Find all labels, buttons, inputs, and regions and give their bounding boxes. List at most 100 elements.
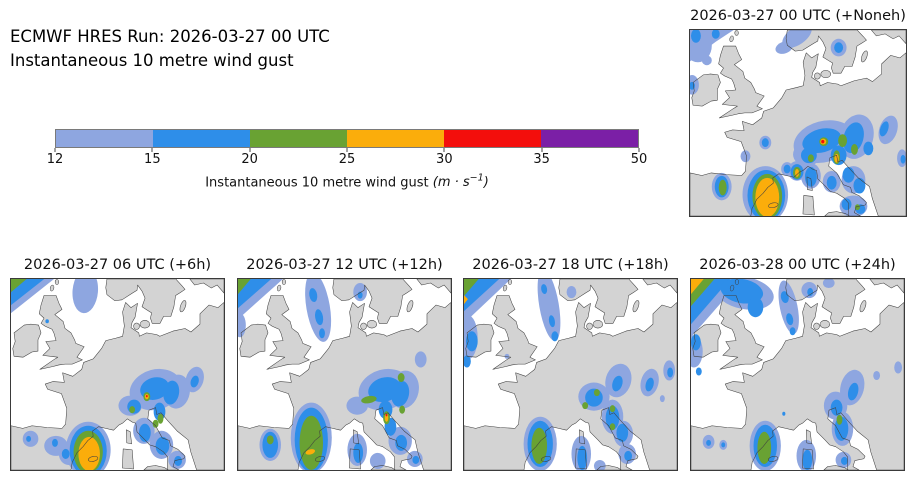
coastline xyxy=(370,465,396,470)
coastline xyxy=(692,323,722,358)
gust-contour xyxy=(593,389,600,397)
coastline xyxy=(691,73,721,107)
gust-contour xyxy=(45,319,49,324)
coastline xyxy=(179,300,187,313)
gust-contour xyxy=(804,167,817,187)
gust-contour xyxy=(385,414,388,417)
gust-contour xyxy=(577,445,588,470)
land xyxy=(802,195,815,216)
colorbar-tickmark xyxy=(249,148,251,152)
land xyxy=(464,302,677,470)
gust-contour xyxy=(830,399,843,416)
map-panel-analysis: 2026-03-27 00 UTC (+Noneh) xyxy=(689,7,907,217)
gust-contour xyxy=(695,367,702,376)
colorbar-tick-label: 30 xyxy=(436,152,453,167)
gust-contour xyxy=(129,406,136,414)
gust-contour xyxy=(854,204,860,211)
gust-contour xyxy=(315,309,324,326)
land xyxy=(718,46,765,119)
gust-contour xyxy=(190,375,199,388)
coastline xyxy=(38,295,85,370)
coastline xyxy=(281,279,286,285)
coastline xyxy=(189,279,224,294)
land xyxy=(824,211,850,216)
gust-contour xyxy=(821,139,825,144)
land-island xyxy=(859,300,867,312)
gust-contour xyxy=(834,42,844,54)
land-island xyxy=(133,323,140,330)
land xyxy=(558,279,639,324)
land-island xyxy=(179,300,187,312)
gust-contour xyxy=(52,438,58,447)
map-canvas xyxy=(463,278,678,471)
land-island xyxy=(50,285,54,291)
gust-contour xyxy=(624,450,633,461)
land xyxy=(266,295,312,370)
coastline xyxy=(133,322,140,330)
coastline xyxy=(507,279,512,285)
coastline xyxy=(11,302,224,470)
land-island xyxy=(592,320,603,329)
coastline xyxy=(126,429,132,445)
coastline xyxy=(366,320,378,329)
gust-contour xyxy=(465,331,478,352)
coastline xyxy=(558,279,639,324)
land xyxy=(691,302,904,470)
colorbar-tick-label: 12 xyxy=(46,152,64,167)
land-island xyxy=(813,323,820,330)
map-panel-title: 2026-03-27 00 UTC (+Noneh) xyxy=(690,8,906,24)
coastline xyxy=(265,295,312,370)
colorbar-tickmark xyxy=(638,148,640,152)
land xyxy=(105,279,186,324)
colorbar: 12 15 20 25 30 35 50 Instantaneous 10 metre wi… xyxy=(47,129,647,190)
gust-contour xyxy=(353,442,364,463)
gust-contour xyxy=(659,395,665,403)
gust-contour xyxy=(145,395,148,398)
land-island xyxy=(814,72,821,80)
coastline xyxy=(806,429,812,445)
gust-contour xyxy=(782,411,786,416)
coastline xyxy=(276,284,282,292)
coastline xyxy=(691,302,904,470)
gust-contour xyxy=(894,361,903,374)
map-canvas xyxy=(690,278,905,471)
land-island xyxy=(586,323,593,330)
land xyxy=(39,295,85,370)
gust-contour xyxy=(299,415,324,470)
gust-contour xyxy=(645,377,654,392)
land-island xyxy=(139,320,150,329)
gust-contour xyxy=(305,449,316,455)
coastline xyxy=(353,429,359,445)
land xyxy=(122,448,134,469)
coastline xyxy=(586,322,593,330)
land xyxy=(12,324,41,358)
gust-contour xyxy=(691,279,704,295)
coastline xyxy=(785,279,866,324)
coastline xyxy=(592,320,604,329)
figure-title-line1: ECMWF HRES Run: 2026-03-27 00 UTC xyxy=(10,27,330,46)
land-island xyxy=(820,70,831,78)
gust-contour xyxy=(266,435,274,445)
coastline xyxy=(465,323,495,358)
coastline xyxy=(332,279,413,324)
gust-contour xyxy=(795,169,799,177)
coastline xyxy=(718,45,765,119)
gust-contour xyxy=(838,134,848,147)
land-island xyxy=(406,300,414,312)
gust-contour xyxy=(786,313,794,326)
gust-contour xyxy=(720,279,764,304)
gust-contour xyxy=(900,154,906,164)
coastline xyxy=(632,300,640,313)
coastline xyxy=(690,52,906,216)
gust-contour xyxy=(609,405,616,413)
gust-contour xyxy=(369,452,386,469)
gust-contour xyxy=(782,30,812,48)
figure-title: ECMWF HRES Run: 2026-03-27 00 UTC Instan… xyxy=(10,25,330,73)
colorbar-ticks: 12 15 20 25 30 35 50 xyxy=(47,148,647,169)
gust-contour xyxy=(464,279,479,297)
gust-contour xyxy=(841,198,852,211)
gust-contour xyxy=(541,284,548,295)
coastline xyxy=(105,279,186,324)
colorbar-tickmark xyxy=(443,148,445,152)
coastline xyxy=(239,323,269,358)
